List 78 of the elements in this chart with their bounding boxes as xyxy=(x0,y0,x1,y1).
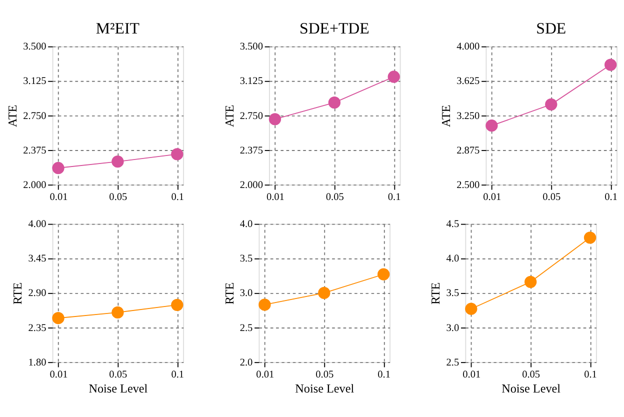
point xyxy=(52,162,64,174)
x-tick-label: 0.01 xyxy=(462,370,481,381)
x-tick-label: 0.1 xyxy=(584,370,597,381)
y-tick-label: 2.0 xyxy=(240,357,253,368)
point xyxy=(328,96,341,109)
point xyxy=(388,70,400,83)
x-tick-label: 0.01 xyxy=(256,370,274,381)
x-tick-label: 0.01 xyxy=(50,192,68,204)
point xyxy=(524,276,537,288)
point xyxy=(258,298,271,311)
y-tick-label: 2.5 xyxy=(240,322,253,334)
y-tick-label: 2.000 xyxy=(23,180,46,191)
y-tick-label: 4.0 xyxy=(240,219,253,230)
x-tick-label: 0.1 xyxy=(388,192,401,204)
x-axis-title: Noise Level xyxy=(502,381,562,396)
point xyxy=(465,302,478,315)
x-axis-title: Noise Level xyxy=(295,381,355,396)
y-tick-label: 4.000 xyxy=(456,42,480,53)
point xyxy=(545,98,558,111)
x-tick-label: 0.1 xyxy=(604,192,618,204)
y-axis-title: ATE xyxy=(6,104,20,128)
y-tick-label: 2.375 xyxy=(23,145,46,156)
y-tick-label: 1.80 xyxy=(28,357,46,368)
y-tick-label: 3.45 xyxy=(28,254,46,265)
point xyxy=(604,58,617,71)
point xyxy=(52,312,64,324)
y-tick-label: 3.125 xyxy=(23,76,46,88)
point xyxy=(171,148,184,160)
y-tick-label: 4.5 xyxy=(446,219,460,230)
x-tick-label: 0.1 xyxy=(171,370,184,381)
y-tick-label: 4.0 xyxy=(446,254,460,265)
x-tick-label: 0.05 xyxy=(316,370,334,381)
y-tick-label: 3.500 xyxy=(240,42,263,53)
y-tick-label: 2.875 xyxy=(456,145,480,156)
chart-title: SDE xyxy=(536,20,566,38)
x-tick-label: 0.05 xyxy=(522,370,540,381)
point xyxy=(171,298,184,311)
y-tick-label: 3.0 xyxy=(240,288,253,300)
point xyxy=(112,155,124,168)
y-tick-label: 2.90 xyxy=(28,288,46,300)
y-tick-label: 3.250 xyxy=(456,110,480,122)
x-tick-label: 0.01 xyxy=(266,192,284,204)
chart-title: M²EIT xyxy=(96,20,140,38)
y-tick-label: 2.750 xyxy=(23,110,46,122)
y-tick-label: 2.000 xyxy=(240,180,263,191)
y-axis-title: RTE xyxy=(10,282,25,305)
y-tick-label: 4.00 xyxy=(28,219,46,230)
x-tick-label: 0.1 xyxy=(171,192,184,204)
y-axis-title: RTE xyxy=(222,282,236,305)
x-tick-label: 0.05 xyxy=(109,370,128,381)
x-tick-label: 0.05 xyxy=(542,192,561,204)
y-tick-label: 3.0 xyxy=(446,322,460,334)
y-tick-label: 2.500 xyxy=(456,180,480,191)
chart-title: SDE+TDE xyxy=(300,20,370,38)
point xyxy=(268,113,282,126)
point xyxy=(112,306,124,319)
y-tick-label: 3.125 xyxy=(240,76,263,88)
y-axis-title: ATE xyxy=(222,104,236,128)
y-tick-label: 2.5 xyxy=(446,357,460,368)
y-tick-label: 2.375 xyxy=(240,145,263,156)
x-tick-label: 0.01 xyxy=(483,192,502,204)
x-tick-label: 0.01 xyxy=(50,370,68,381)
point xyxy=(318,286,330,300)
y-tick-label: 2.35 xyxy=(28,322,46,334)
y-tick-label: 3.5 xyxy=(446,288,460,300)
y-tick-label: 3.625 xyxy=(456,76,480,88)
point xyxy=(584,232,596,244)
y-tick-label: 3.5 xyxy=(240,254,253,265)
point xyxy=(486,120,498,132)
point xyxy=(378,268,390,280)
y-tick-label: 2.750 xyxy=(240,110,263,122)
x-tick-label: 0.1 xyxy=(378,370,390,381)
x-tick-label: 0.05 xyxy=(109,192,128,204)
x-axis-title: Noise Level xyxy=(88,381,148,396)
y-axis-title: RTE xyxy=(428,282,443,305)
x-tick-label: 0.05 xyxy=(326,192,344,204)
y-axis-title: ATE xyxy=(439,104,454,128)
y-tick-label: 3.500 xyxy=(23,42,46,53)
